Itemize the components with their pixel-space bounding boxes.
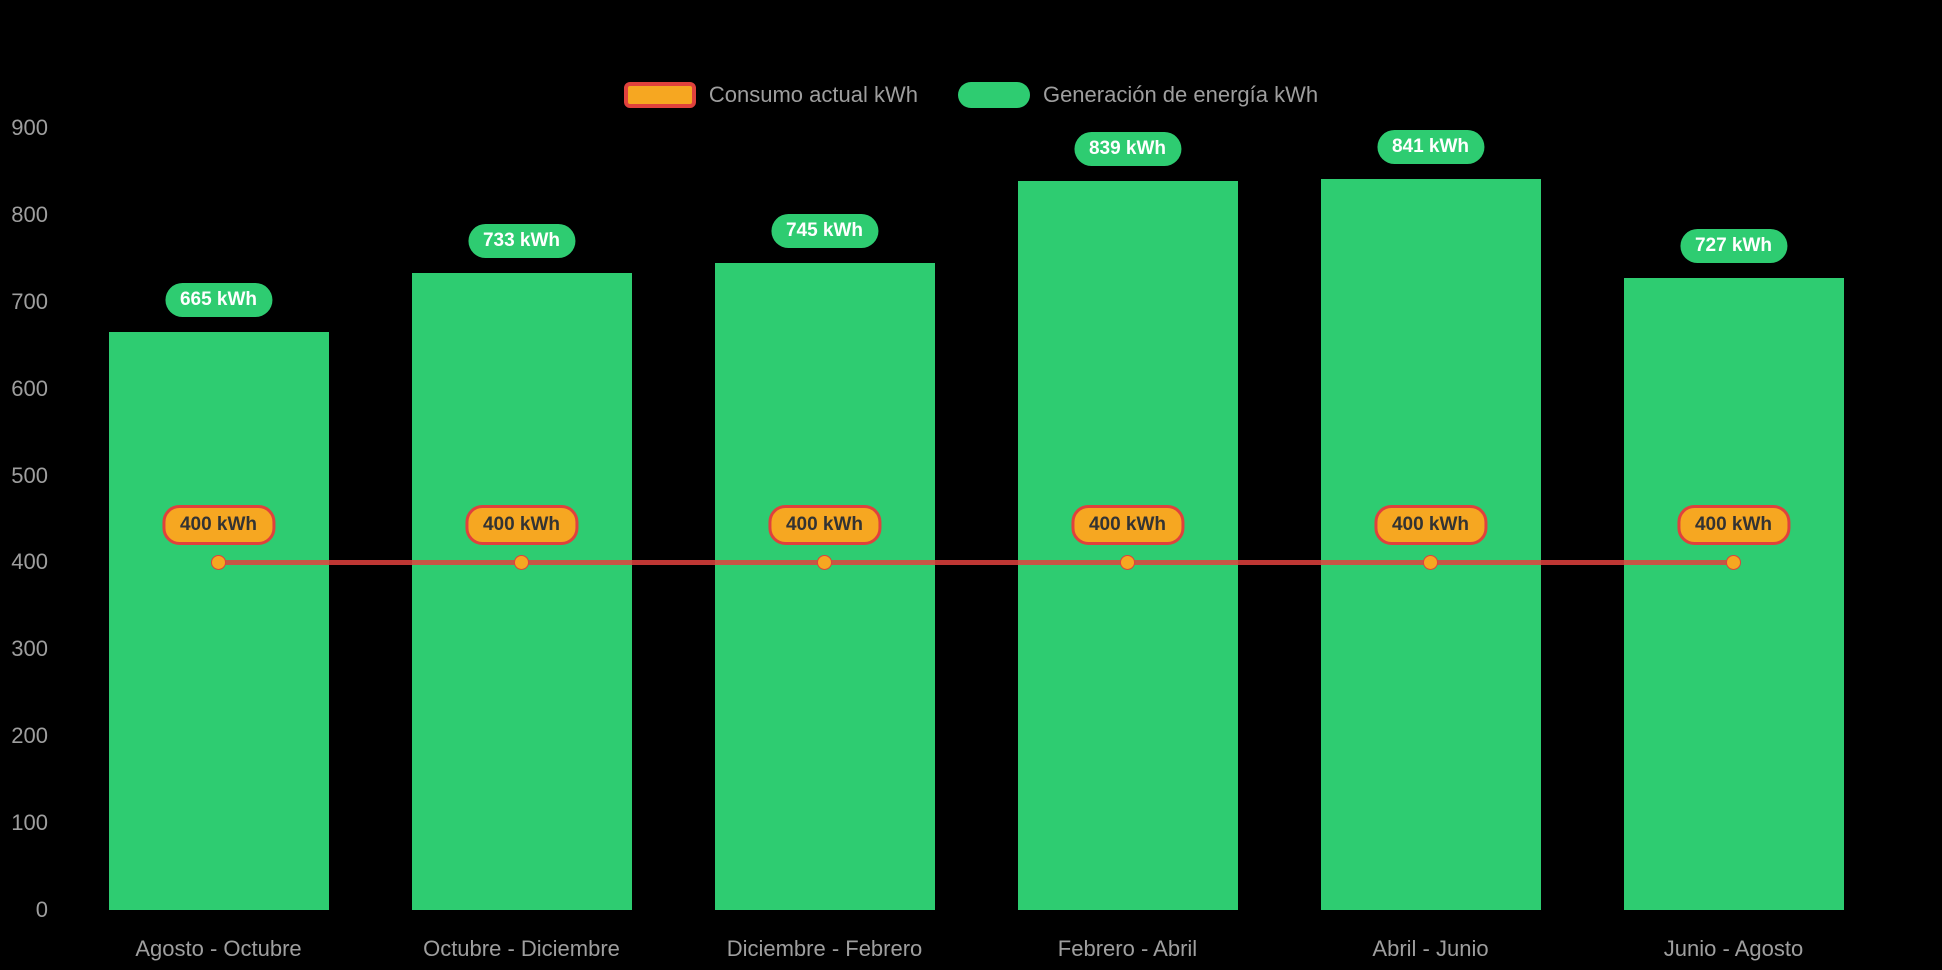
x-axis-category-label: Abril - Junio	[1372, 936, 1489, 961]
legend-label-consumo-actual: Consumo actual kWh	[708, 82, 918, 107]
x-axis-category-label: Diciembre - Febrero	[726, 936, 923, 961]
generation-value-badge: 839 kWh	[1073, 132, 1182, 166]
y-axis-tick-label: 600	[11, 375, 48, 401]
consumption-value-badge: 400 kWh	[1373, 505, 1488, 546]
y-axis-tick-label: 400	[11, 549, 48, 575]
y-axis-tick-label: 800	[11, 201, 48, 227]
consumption-value-badge: 400 kWh	[464, 505, 579, 546]
y-axis-tick-label: 500	[11, 462, 48, 488]
x-axis-category-label: Febrero - Abril	[1057, 936, 1198, 961]
generation-value-badge: 665 kWh	[164, 283, 273, 318]
generation-bar[interactable]	[714, 262, 935, 910]
legend-label-generacion-energia: Generación de energía kWh	[1042, 82, 1319, 107]
generation-value-badge: 727 kWh	[1679, 229, 1788, 264]
consumption-value-badge: 400 kWh	[1070, 505, 1185, 546]
generation-bar[interactable]	[1623, 278, 1844, 910]
generation-bar[interactable]	[1017, 181, 1238, 910]
generation-value-badge: 745 kWh	[770, 213, 879, 248]
generation-value-badge: 841 kWh	[1376, 130, 1485, 165]
consumption-value-badge: 400 kWh	[1676, 505, 1791, 546]
y-axis-tick-label: 700	[11, 288, 48, 314]
y-axis-tick-label: 0	[35, 897, 48, 922]
x-axis-category-label: Junio - Agosto	[1663, 936, 1804, 961]
consumption-value-badge: 400 kWh	[161, 505, 276, 546]
y-axis-tick-label: 200	[11, 723, 48, 749]
generation-bar[interactable]	[411, 273, 632, 910]
chart-legend: Consumo actual kWh Generación de energía…	[0, 82, 1942, 108]
x-axis-category-label: Agosto - Octubre	[135, 936, 302, 961]
generacion-energia-swatch-icon	[957, 82, 1030, 108]
legend-item-generacion-energia[interactable]: Generación de energía kWh	[957, 82, 1319, 108]
consumo-actual-swatch-icon	[623, 82, 696, 108]
y-axis-tick-label: 900	[11, 115, 48, 140]
y-axis-tick-label: 100	[11, 810, 48, 836]
legend-item-consumo-actual[interactable]: Consumo actual kWh	[623, 82, 918, 108]
consumption-value-badge: 400 kWh	[767, 505, 882, 546]
x-axis-category-label: Octubre - Diciembre	[423, 936, 620, 961]
y-axis-tick-label: 300	[11, 636, 48, 662]
generation-value-badge: 733 kWh	[467, 224, 576, 259]
generation-bar[interactable]	[108, 332, 329, 910]
